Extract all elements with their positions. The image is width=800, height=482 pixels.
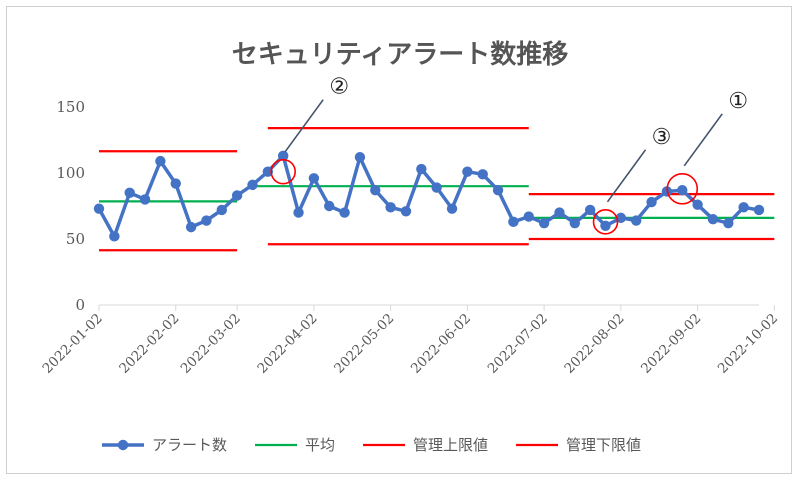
data-point xyxy=(569,217,581,229)
data-point xyxy=(400,206,412,217)
data-point xyxy=(339,207,350,218)
data-point xyxy=(262,166,274,177)
y-tick-label: 0 xyxy=(75,296,85,314)
y-tick-label: 150 xyxy=(56,98,85,116)
data-point xyxy=(155,155,166,167)
data-point xyxy=(677,184,688,196)
x-tick-label: 2022-09-02 xyxy=(638,311,704,377)
data-point xyxy=(185,221,197,233)
data-point xyxy=(477,169,488,180)
legend-label: 管理下限値 xyxy=(566,436,641,454)
data-point xyxy=(354,151,366,163)
y-tick-label: 100 xyxy=(56,164,85,182)
x-tick-label: 2022-01-02 xyxy=(39,311,105,377)
data-point xyxy=(385,202,396,213)
data-point xyxy=(600,220,611,231)
series-layer xyxy=(93,127,775,252)
annotation-circle xyxy=(592,209,619,235)
data-point xyxy=(446,203,458,214)
data-point xyxy=(139,194,151,205)
data-point xyxy=(523,211,534,222)
alert-trend-chart: セキュリティアラート数推移 0 50 100 150 2022-01-02 2022-02… xyxy=(39,40,781,454)
x-tick-label: 2022-03-02 xyxy=(178,311,244,377)
data-point xyxy=(216,204,227,216)
data-point xyxy=(231,190,243,201)
annotation-circle xyxy=(666,173,699,205)
data-point xyxy=(293,207,304,218)
data-point xyxy=(615,212,627,224)
annotation-label: ③ xyxy=(652,125,672,150)
data-point xyxy=(723,217,734,229)
x-tick-label: 2022-05-02 xyxy=(331,311,397,377)
annotation-leader xyxy=(284,99,324,153)
data-point xyxy=(692,199,703,210)
data-point xyxy=(124,187,135,198)
annotation-circle xyxy=(270,158,296,185)
data-point xyxy=(247,179,258,191)
x-tick-label: 2022-08-02 xyxy=(561,311,627,377)
annotation-label: ② xyxy=(329,75,349,100)
data-point xyxy=(109,231,120,242)
data-point xyxy=(492,184,504,196)
data-point xyxy=(277,150,289,162)
chart-frame: セキュリティアラート数推移 0 50 100 150 2022-01-02 2022-02… xyxy=(6,6,792,474)
x-tick-label: 2022-04-02 xyxy=(254,311,320,377)
data-point xyxy=(324,200,335,212)
legend-label: アラート数 xyxy=(152,436,227,454)
legend-marker xyxy=(117,439,129,451)
legend-label: 管理上限値 xyxy=(413,436,488,454)
data-point xyxy=(201,215,212,226)
annotation-label: ① xyxy=(728,89,748,114)
alert-count-line xyxy=(97,154,760,239)
annotation-leader xyxy=(683,113,723,167)
x-tick-label: 2022-02-02 xyxy=(116,311,182,377)
data-point xyxy=(707,214,719,225)
data-point xyxy=(738,202,749,213)
legend: アラート数 平均 管理上限値 管理下限値 xyxy=(102,436,641,454)
data-point xyxy=(584,204,596,216)
data-point xyxy=(416,163,427,175)
data-point xyxy=(93,203,105,214)
data-point xyxy=(554,207,565,218)
data-point xyxy=(631,215,642,226)
x-tick-label: 2022-06-02 xyxy=(408,311,474,377)
x-tick-label: 2022-10-02 xyxy=(715,311,781,377)
data-point xyxy=(308,173,320,184)
chart-title: セキュリティアラート数推移 xyxy=(232,40,568,70)
data-point xyxy=(170,178,181,189)
data-point xyxy=(462,166,473,177)
y-tick-label: 50 xyxy=(66,230,85,248)
data-point xyxy=(508,216,519,228)
data-point xyxy=(646,196,657,208)
annotation-leader xyxy=(606,149,647,203)
data-point xyxy=(538,217,550,229)
data-point xyxy=(753,204,765,216)
data-point xyxy=(370,184,381,196)
data-point xyxy=(431,182,442,193)
annotation-layer: ① ② ③ xyxy=(270,75,748,235)
x-tick-label: 2022-07-02 xyxy=(485,311,551,377)
legend-label: 平均 xyxy=(305,436,335,454)
